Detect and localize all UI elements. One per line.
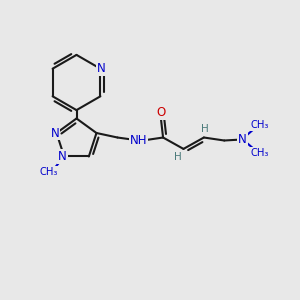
Text: N: N: [58, 150, 67, 163]
Text: H: H: [174, 152, 182, 162]
Text: CH₃: CH₃: [250, 120, 268, 130]
Text: N: N: [51, 127, 59, 140]
Text: N: N: [97, 61, 105, 75]
Text: H: H: [202, 124, 209, 134]
Text: O: O: [156, 106, 165, 119]
Text: CH₃: CH₃: [40, 167, 58, 177]
Text: N: N: [238, 133, 247, 146]
Text: NH: NH: [130, 134, 147, 147]
Text: CH₃: CH₃: [250, 148, 268, 158]
